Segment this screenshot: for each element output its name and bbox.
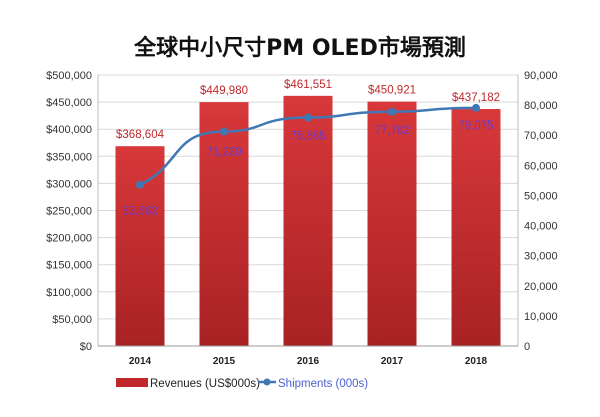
shipments-point-2016 (304, 113, 312, 122)
right-axis-tick: 60,000 (524, 160, 558, 172)
legend-label-shipments: Shipments (000s) (278, 378, 368, 390)
shipments-point-2017 (388, 107, 396, 116)
shipments-point-2018 (472, 103, 480, 112)
line-data-label: 53,562 (122, 206, 157, 218)
right-axis-tick: 20,000 (524, 281, 558, 293)
line-data-label: 79,075 (458, 120, 493, 132)
left-axis-tick: $300,000 (46, 178, 92, 190)
shipments-point-2015 (220, 127, 228, 136)
left-axis-tick: $0 (80, 341, 92, 353)
x-axis-tick: 2018 (465, 356, 488, 367)
bar-2018 (451, 109, 501, 346)
shipments-point-2014 (136, 180, 144, 189)
left-axis-tick: $250,000 (46, 206, 92, 218)
right-axis-tick: 30,000 (524, 251, 558, 263)
right-axis-tick: 70,000 (524, 130, 558, 142)
x-axis-tick: 2015 (213, 356, 236, 367)
right-axis-tick: 90,000 (524, 70, 558, 82)
right-axis-tick: 80,000 (524, 100, 558, 112)
right-axis-tick: 0 (524, 341, 530, 353)
bar-2016 (283, 95, 333, 346)
x-axis-tick: 2014 (129, 356, 152, 367)
bar-data-label: $461,551 (284, 79, 332, 91)
legend-marker-shipments (263, 378, 271, 386)
left-axis-tick: $150,000 (46, 260, 92, 272)
bar-2014 (115, 146, 165, 346)
left-axis-tick: $200,000 (46, 233, 92, 245)
left-axis-tick: $400,000 (46, 124, 92, 136)
bar-data-label: $437,182 (452, 92, 500, 104)
left-axis-tick: $50,000 (52, 314, 92, 326)
line-data-label: 71,220 (206, 147, 241, 159)
left-axis-tick: $500,000 (46, 70, 92, 82)
bar-data-label: $450,921 (368, 85, 416, 97)
bar-data-label: $368,604 (116, 129, 165, 141)
right-axis-tick: 50,000 (524, 190, 558, 202)
left-axis-tick: $350,000 (46, 151, 92, 163)
right-axis-tick: 40,000 (524, 221, 558, 233)
chart-title: 全球中小尺寸PM OLED市場預測 (134, 36, 466, 61)
line-data-label: 75,865 (290, 131, 325, 143)
left-axis-tick: $450,000 (46, 97, 92, 109)
right-axis-tick: 10,000 (524, 311, 558, 323)
x-axis-tick: 2016 (297, 356, 320, 367)
x-axis-tick: 2017 (381, 356, 404, 367)
left-axis-tick: $100,000 (46, 287, 92, 299)
legend-swatch-revenues (116, 378, 148, 387)
bar-data-label: $449,980 (200, 85, 248, 97)
bar-2015 (199, 102, 249, 346)
line-data-label: 77,782 (374, 125, 409, 137)
legend-label-revenues: Revenues (US$000s) (150, 378, 260, 390)
bar-2017 (367, 101, 417, 346)
